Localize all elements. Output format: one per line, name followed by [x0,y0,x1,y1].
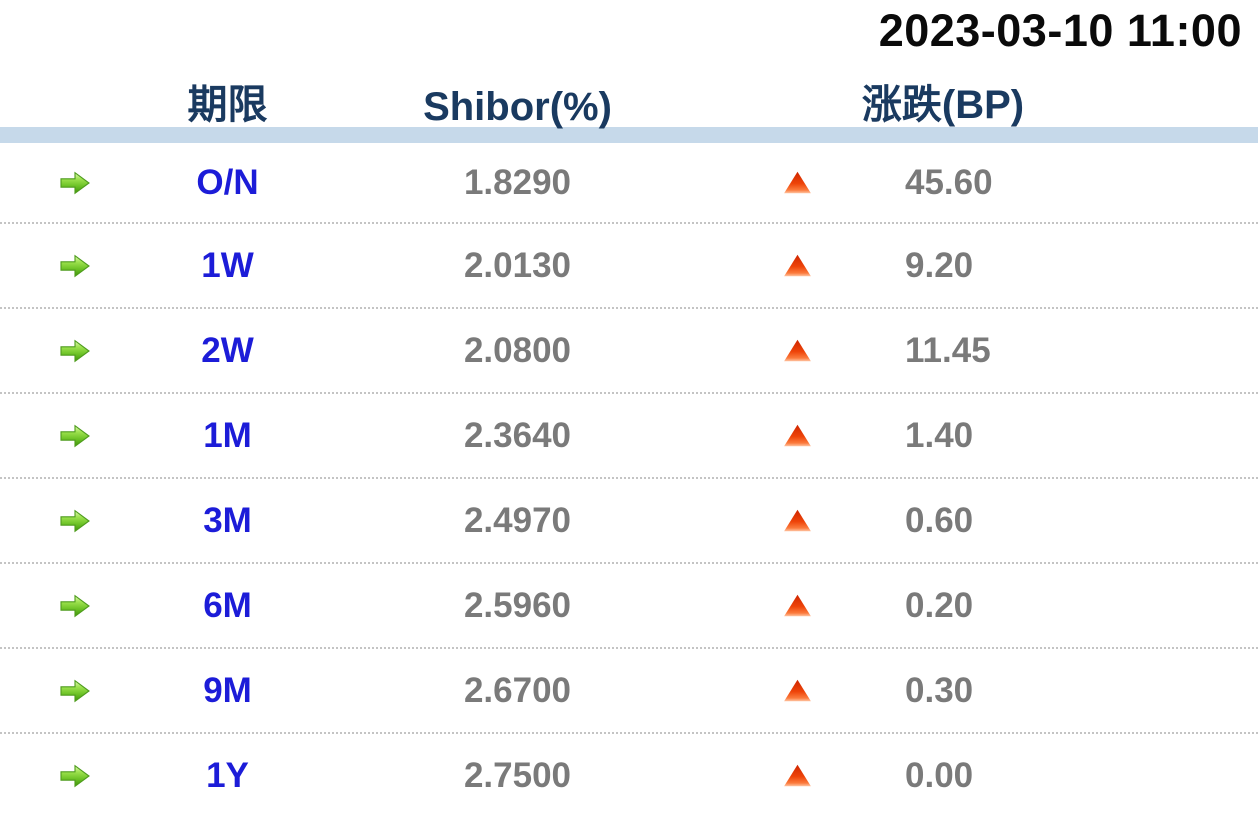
change-value: 0.00 [905,755,974,795]
shibor-value: 2.0130 [463,245,572,285]
shibor-value: 2.5960 [463,585,572,625]
table-row: 1M 2.3640 1.40 [0,392,1258,477]
green-right-arrow-icon [58,169,92,197]
up-triangle-icon [783,508,812,533]
green-right-arrow-icon [58,592,92,620]
green-right-arrow-icon [58,252,92,280]
term-link[interactable]: 1M [203,415,252,455]
green-right-arrow-icon [58,507,92,535]
change-value: 45.60 [905,162,993,202]
table-row: 6M 2.5960 0.20 [0,562,1258,647]
table-row: 2W 2.0800 11.45 [0,307,1258,392]
green-right-arrow-icon [58,422,92,450]
up-triangle-icon [783,170,812,195]
table-row: O/N 1.8290 45.60 [0,143,1258,222]
column-header-term: 期限 [187,83,268,127]
up-triangle-icon [783,678,812,703]
table-row: 3M 2.4970 0.60 [0,477,1258,562]
shibor-value: 2.7500 [463,755,572,795]
green-right-arrow-icon [58,337,92,365]
shibor-value: 2.0800 [463,330,572,370]
term-link[interactable]: 9M [203,670,252,710]
green-right-arrow-icon [58,677,92,705]
shibor-value: 2.6700 [463,670,572,710]
shibor-value: 1.8290 [463,162,572,202]
term-link[interactable]: 1Y [206,755,249,795]
table-header-row: 期限 Shibor(%) 涨跌(BP) [0,72,1258,129]
term-link[interactable]: 1W [201,245,254,285]
change-value: 9.20 [905,245,974,285]
up-triangle-icon [783,763,812,788]
shibor-value: 2.3640 [463,415,572,455]
term-link[interactable]: O/N [196,162,259,202]
change-value: 0.60 [905,500,974,540]
header-divider-bar [0,127,1258,143]
change-value: 0.30 [905,670,974,710]
rates-table: O/N 1.8290 45.60 1W 2.0130 9.20 2W 2.080… [0,143,1258,817]
up-triangle-icon [783,423,812,448]
column-header-change: 涨跌(BP) [861,83,1025,127]
term-link[interactable]: 2W [201,330,254,370]
green-right-arrow-icon [58,762,92,790]
change-value: 11.45 [905,330,991,370]
table-row: 1W 2.0130 9.20 [0,222,1258,307]
table-row: 9M 2.6700 0.30 [0,647,1258,732]
column-header-shibor: Shibor(%) [423,85,612,129]
change-value: 0.20 [905,585,974,625]
table-row: 1Y 2.7500 0.00 [0,732,1258,817]
up-triangle-icon [783,338,812,363]
change-value: 1.40 [905,415,974,455]
term-link[interactable]: 3M [203,500,252,540]
term-link[interactable]: 6M [203,585,252,625]
quote-timestamp: 2023-03-10 11:00 [878,5,1242,56]
up-triangle-icon [783,593,812,618]
shibor-value: 2.4970 [463,500,572,540]
up-triangle-icon [783,253,812,278]
